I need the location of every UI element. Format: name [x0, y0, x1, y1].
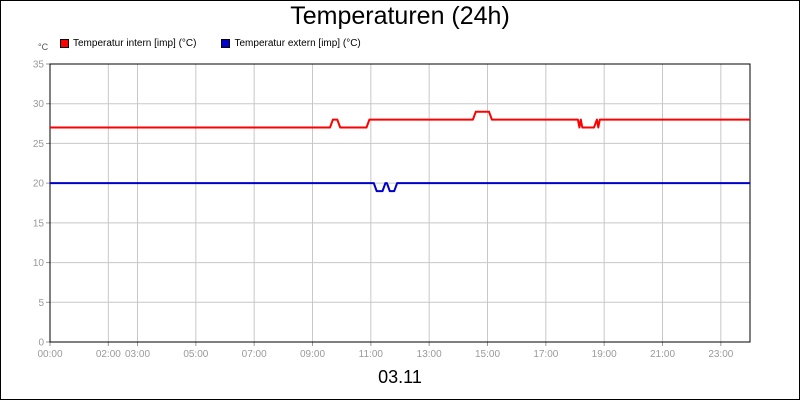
legend-swatch-extern [221, 39, 231, 48]
x-tick-label: 05:00 [183, 349, 208, 360]
date-label: 03.11 [378, 367, 422, 387]
y-axis-unit: °C [38, 42, 49, 52]
x-tick-label: 03:00 [125, 349, 150, 360]
y-tick-label: 30 [33, 99, 45, 110]
x-tick-label: 19:00 [592, 349, 617, 360]
x-tick-label: 07:00 [242, 349, 267, 360]
x-tick-label: 00:00 [37, 349, 62, 360]
y-tick-label: 25 [33, 139, 45, 150]
series-line-intern [50, 110, 750, 129]
x-tick-label: 15:00 [475, 349, 500, 360]
legend-swatch-intern [60, 39, 69, 48]
y-tick-label: 5 [38, 298, 44, 309]
y-tick-label: 0 [38, 338, 44, 349]
x-tick-label: 17:00 [533, 349, 558, 360]
legend-label-extern: Temperatur extern [imp] (°C) [234, 38, 361, 49]
legend-item-intern: Temperatur intern [imp] (°C) [60, 38, 196, 49]
x-tick-label: 02:00 [96, 349, 121, 360]
chart-title: Temperaturen (24h) [290, 2, 510, 30]
chart-legend: Temperatur intern [imp] (°C) Temperatur … [60, 38, 386, 49]
x-tick-label: 23:00 [708, 349, 733, 360]
y-tick-label: 35 [33, 60, 45, 71]
x-tick-label: 11:00 [359, 349, 384, 360]
series-line-extern [50, 182, 750, 193]
y-tick-label: 10 [33, 258, 45, 269]
legend-item-extern: Temperatur extern [imp] (°C) [221, 38, 361, 49]
legend-label-intern: Temperatur intern [imp] (°C) [73, 38, 197, 49]
y-tick-label: 20 [33, 179, 45, 190]
x-tick-label: 21:00 [650, 349, 675, 360]
plot-border [49, 63, 751, 343]
y-tick-label: 15 [33, 218, 45, 229]
x-tick-label: 09:00 [300, 349, 325, 360]
x-tick-label: 13:00 [417, 349, 442, 360]
